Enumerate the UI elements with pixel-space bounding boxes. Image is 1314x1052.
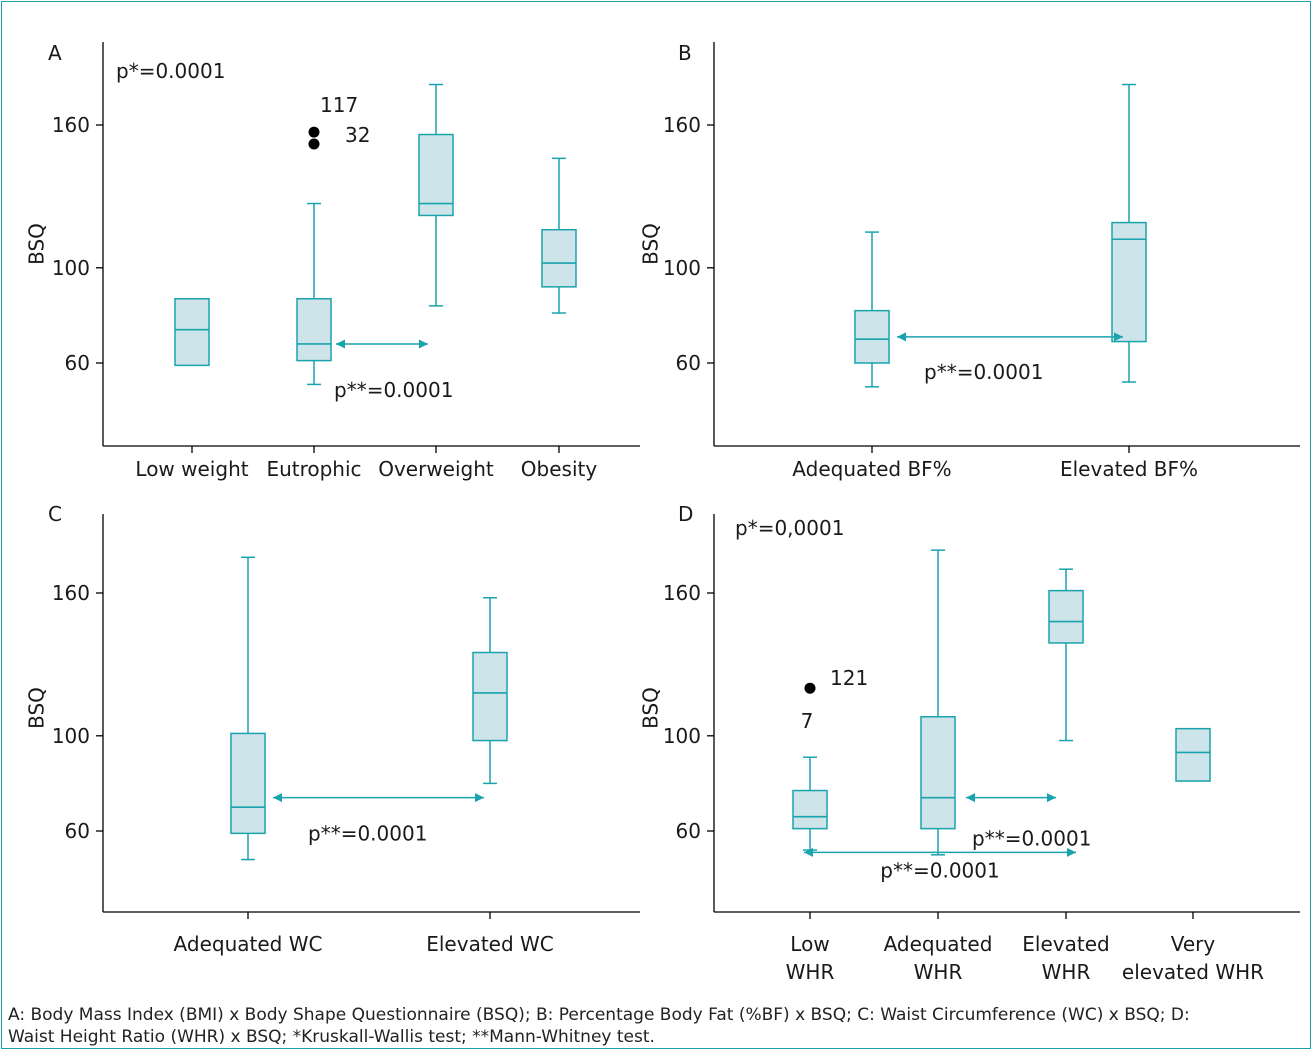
box-plot-2 [1111,83,1147,383]
comparison-arrow: p**=0.0001 [804,847,1076,882]
y-tick-label: 160 [663,113,701,137]
box-plot-1 [230,556,266,861]
y-tick-label: 100 [663,724,701,748]
iqr-box [792,789,828,830]
mann-whitney-p-value: p**=0.0001 [924,360,1043,384]
x-tick-label: Overweight [378,457,494,481]
figure-caption: A: Body Mass Index (BMI) x Body Shape Qu… [8,1004,1308,1048]
x-tick-label: Eutrophic [266,457,361,481]
iqr-box [174,297,210,367]
arrow-head-left [336,339,345,349]
y-tick-label: 100 [663,256,701,280]
x-tick-label: WHR [786,960,835,984]
x-tick-label: Adequated WC [174,932,323,956]
mann-whitney-p-value: p**=0.0001 [334,378,453,402]
y-axis-label: BSQ [25,687,49,729]
iqr-box [296,297,332,362]
y-axis-label: BSQ [639,223,663,265]
y-tick-label: 160 [52,581,90,605]
caption-line-2: Waist Height Ratio (WHR) x BSQ; *Kruskal… [8,1027,655,1047]
arrow-head-left [897,332,906,342]
outlier-label: 121 [830,666,868,690]
box-plot-2 [472,597,508,785]
iqr-box [541,228,577,288]
y-tick-label: 60 [65,819,90,843]
arrow-head-right [475,793,484,803]
iqr-box [1111,221,1147,343]
y-tick-label: 100 [52,724,90,748]
box-plot-4 [541,157,577,314]
kruskal-wallis-p-value: p*=0.0001 [116,59,225,83]
panel-c: C 60 100 160 BSQ Adequated WC Elevated WC p**=0… [25,502,640,956]
iqr-box [1048,589,1084,644]
x-tick-label: Very [1171,932,1216,956]
box-plot-1 [792,756,828,851]
y-tick-label: 60 [676,351,701,375]
x-tick-label: Elevated [1022,932,1109,956]
outlier-point [308,126,320,138]
arrow-head-left [273,793,282,803]
panel-letter: B [678,41,692,65]
outlier-label: 117 [320,93,358,117]
x-tick-label: Elevated WC [426,932,554,956]
comparison-arrow: p**=0.0001 [897,332,1123,384]
box-plot-1 [854,231,890,388]
arrow-head-left [804,847,813,857]
arrow-head-left [966,793,975,803]
x-tick-label: Adequated [884,932,993,956]
y-tick-label: 60 [676,819,701,843]
x-tick-label: WHR [914,960,963,984]
iqr-box [472,651,508,742]
iqr-box [230,732,266,835]
arrow-head-right [1047,793,1056,803]
box-plot-2 [920,549,956,856]
mann-whitney-p-value: p**=0.0001 [308,822,427,846]
caption-line-1: A: Body Mass Index (BMI) x Body Shape Qu… [8,1005,1190,1025]
panel-b: B 60 100 160 BSQ Adequated BF% Elevated BF% p**… [639,41,1300,481]
iqr-box [418,133,454,217]
panel-d: D 60 100 160 BSQ p*=0,0001 Low WHR Adequated WHR E… [639,502,1300,984]
y-tick-label: 160 [663,581,701,605]
x-tick-label: elevated WHR [1122,960,1264,984]
x-tick-label: Low weight [135,457,248,481]
y-tick-label: 60 [65,351,90,375]
y-tick-label: 100 [52,256,90,280]
box-plot-3 [1048,568,1084,742]
x-tick-label: WHR [1042,960,1091,984]
panel-letter: A [48,41,62,65]
outlier-point [308,138,320,150]
arrow-head-right [419,339,428,349]
outlier-label: 7 [801,709,814,733]
arrow-head-right [1114,332,1123,342]
iqr-box [920,716,956,830]
box-plot-1 [174,297,210,367]
y-axis-label: BSQ [25,223,49,265]
comparison-arrow: p**=0.0001 [334,339,453,402]
iqr-box [854,309,890,364]
x-tick-label: Adequated BF% [792,457,951,481]
outlier-label: 32 [345,123,370,147]
comparison-arrow: p**=0.0001 [966,793,1091,851]
box-plot-4 [1175,727,1211,782]
kruskal-wallis-p-value: p*=0,0001 [735,516,844,540]
iqr-box [1175,727,1211,782]
box-plot-2 [296,202,332,386]
x-tick-label: Obesity [521,457,598,481]
panel-a: A 60 100 160 BSQ p*=0.0001 Low weight Eutrophic… [25,41,640,481]
box-plot-figure: A 60 100 160 BSQ p*=0.0001 Low weight Eutrophic… [25,41,1300,984]
x-tick-label: Elevated BF% [1060,457,1198,481]
mann-whitney-p-value: p**=0.0001 [880,858,999,882]
panel-letter: C [48,502,62,526]
panel-letter: D [678,502,693,526]
box-plot-3 [418,83,454,307]
mann-whitney-p-value: p**=0.0001 [972,827,1091,851]
arrow-head-right [1067,847,1076,857]
x-tick-label: Low [790,932,829,956]
outlier-point [804,682,816,694]
y-tick-label: 160 [52,113,90,137]
comparison-arrow: p**=0.0001 [273,793,484,846]
y-axis-label: BSQ [639,687,663,729]
